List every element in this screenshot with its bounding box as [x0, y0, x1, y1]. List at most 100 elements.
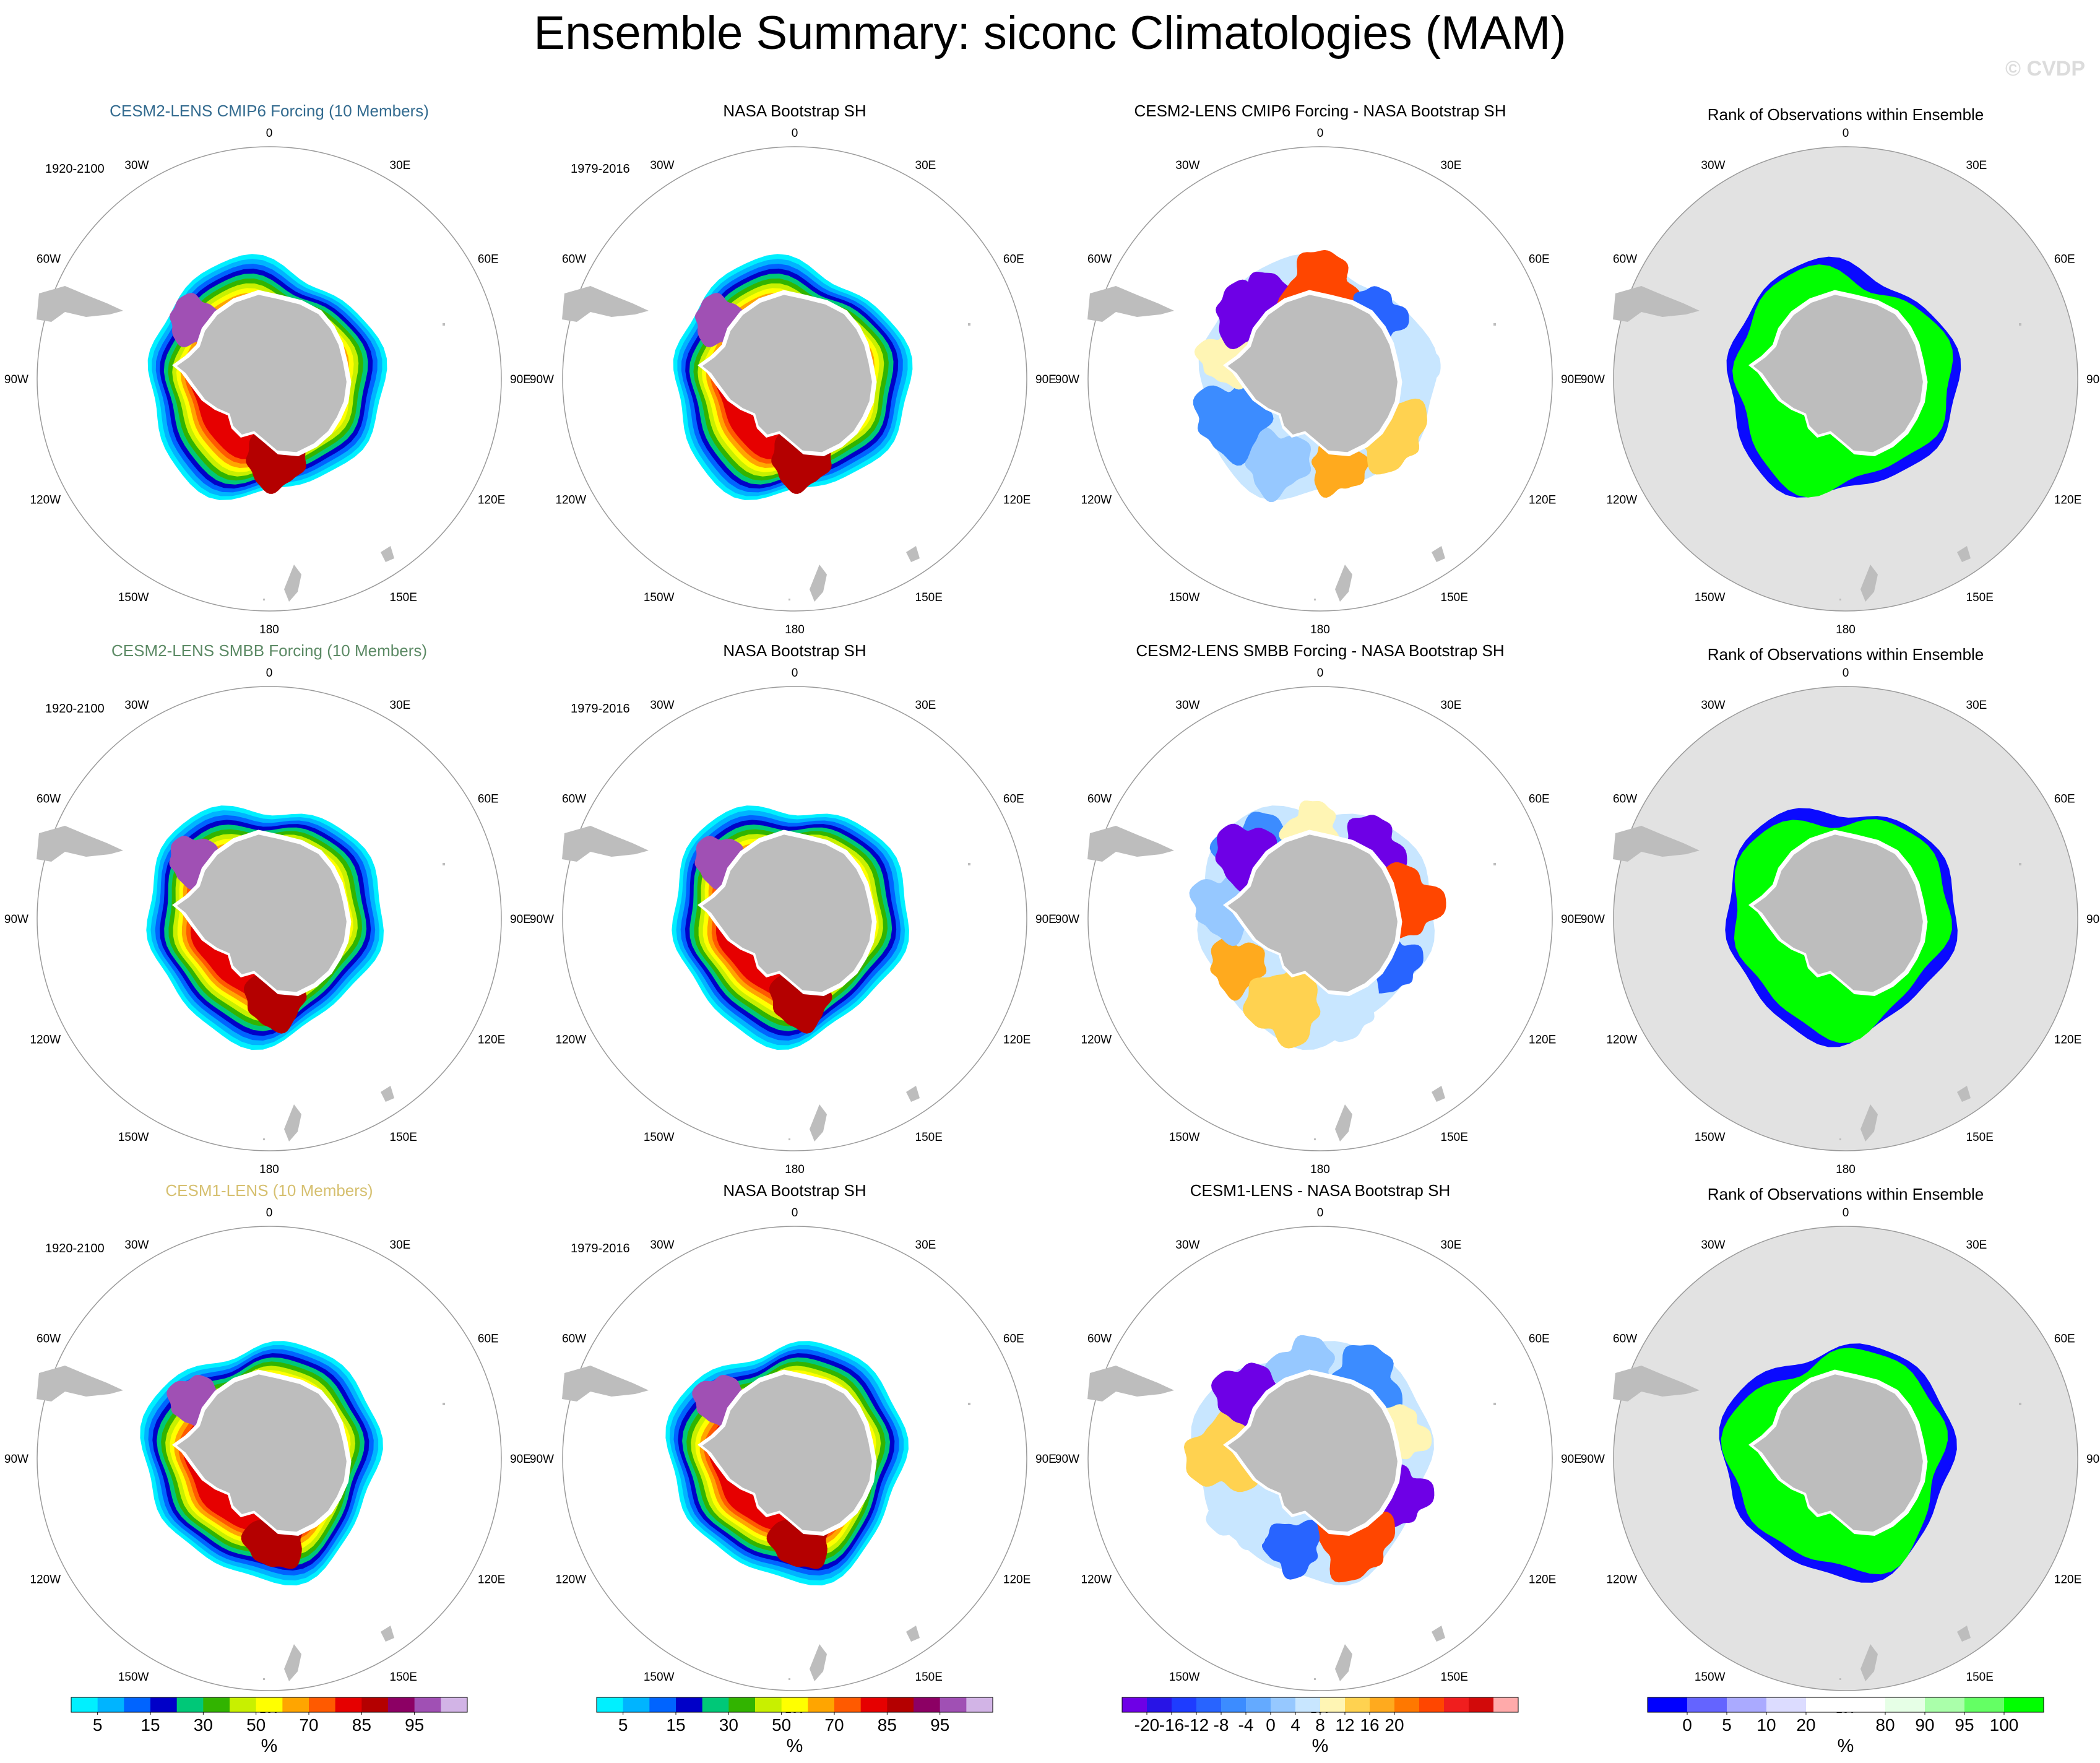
island-land	[789, 1678, 790, 1680]
lon-label: 150W	[644, 591, 675, 604]
colorbar-box	[71, 1697, 98, 1712]
lon-label: 150E	[390, 1131, 417, 1144]
map-panel-3-1: CESM1-LENS (10 Members) 1920-2100 0 30E 60E 9…	[4, 1181, 531, 1716]
colorbar-box	[361, 1697, 389, 1712]
lon-label: 90W	[530, 373, 554, 386]
lon-label: 120E	[2054, 494, 2081, 507]
lon-label: 120E	[2054, 1034, 2081, 1047]
island-land	[1493, 1403, 1496, 1405]
lon-label: 30W	[650, 699, 674, 712]
lon-label: 30E	[915, 159, 936, 172]
colorbar-box	[282, 1697, 309, 1712]
colorbar-unit: %	[261, 1736, 278, 1756]
colorbar-box	[1320, 1697, 1346, 1712]
colorbar-box	[781, 1697, 808, 1712]
lon-label: 90W	[1581, 1453, 1605, 1466]
panel-title: Rank of Observations within Ensemble	[1708, 645, 1984, 664]
lon-label: 0	[792, 667, 798, 680]
lon-label: 30W	[650, 159, 674, 172]
island-land	[443, 863, 445, 865]
panel-period: 1979-2016	[571, 162, 630, 176]
colorbar-box	[1221, 1697, 1247, 1712]
panel-period: 1920-2100	[45, 162, 105, 176]
colorbar-box	[1469, 1697, 1494, 1712]
colorbar-box	[966, 1697, 993, 1712]
south-america-land	[562, 826, 649, 862]
new-zealand-land	[810, 565, 827, 602]
antarctica-land	[702, 295, 872, 453]
lon-label: 60W	[1613, 793, 1637, 806]
island-land	[1432, 1086, 1445, 1102]
colorbar-box	[1925, 1697, 1965, 1712]
lon-label: 30E	[390, 159, 411, 172]
lon-label: 0	[1843, 127, 1849, 140]
lon-label: 180	[259, 623, 279, 636]
colorbar-label: 95	[1955, 1715, 1974, 1735]
lon-label: 150E	[1966, 591, 1994, 604]
new-zealand-land	[1335, 1644, 1352, 1681]
lon-label: 120E	[2054, 1574, 2081, 1587]
lon-label: 120W	[30, 494, 61, 507]
lon-label: 120W	[30, 1034, 61, 1047]
colorbar-label: 90	[1915, 1715, 1934, 1735]
colorbar-frame	[71, 1697, 468, 1713]
lon-label: 90E	[1035, 913, 1056, 926]
lon-label: 60E	[1003, 1333, 1024, 1346]
difference-anomaly	[1193, 383, 1274, 466]
colorbar-box	[702, 1697, 729, 1712]
new-zealand-land	[810, 1104, 827, 1141]
island-land	[1493, 863, 1496, 865]
new-zealand-land	[810, 1644, 827, 1681]
island-land	[789, 599, 790, 600]
lon-label: 150E	[390, 591, 417, 604]
lon-label: 150W	[1695, 1131, 1726, 1144]
south-america-land	[562, 1366, 649, 1401]
difference-anomaly	[1242, 963, 1321, 1049]
panel-title: Rank of Observations within Ensemble	[1708, 105, 1984, 124]
colorbar-box	[1122, 1697, 1147, 1712]
colorbar-label: 20	[1796, 1715, 1815, 1735]
colorbar-box	[309, 1697, 336, 1712]
colorbar-box	[1147, 1697, 1172, 1712]
lon-label: 30W	[1701, 1239, 1725, 1252]
island-land	[381, 546, 394, 562]
main-title: Ensemble Summary: siconc Climatologies (…	[534, 7, 1566, 59]
lon-label: 90E	[2086, 913, 2100, 926]
colorbar-label: 12	[1335, 1715, 1354, 1735]
lon-label: 150W	[118, 1131, 149, 1144]
panel-period: 1920-2100	[45, 1242, 105, 1255]
lon-label: 90E	[510, 913, 531, 926]
lon-label: 120W	[1606, 1034, 1637, 1047]
lon-label: 90W	[4, 1453, 28, 1466]
lon-label: 30E	[915, 1239, 936, 1252]
map-panel-2-3: CESM2-LENS SMBB Forcing - NASA Bootstrap…	[1055, 641, 1582, 1176]
lon-label: 60W	[37, 253, 61, 266]
lon-label: 90E	[2086, 373, 2100, 386]
lon-label: 150E	[390, 1671, 417, 1684]
lon-label: 30W	[1701, 159, 1725, 172]
lon-label: 30W	[124, 159, 149, 172]
colorbar-label: 4	[1290, 1715, 1300, 1735]
colorbar-box	[914, 1697, 941, 1712]
colorbar-box	[1246, 1697, 1271, 1712]
lon-label: 120E	[478, 494, 505, 507]
lon-label: 90W	[1055, 913, 1079, 926]
island-land	[1839, 599, 1841, 600]
colorbar-label: -8	[1214, 1715, 1229, 1735]
lon-label: 60W	[1087, 1333, 1112, 1346]
south-america-land	[1087, 1366, 1174, 1401]
lon-label: 30E	[1966, 699, 1987, 712]
island-land	[1314, 1678, 1316, 1680]
lon-label: 60W	[1613, 1333, 1637, 1346]
colorbar-frame	[1647, 1697, 2044, 1713]
colorbar-box	[623, 1697, 650, 1712]
lon-label: 120E	[478, 1574, 505, 1587]
colorbar-box	[1964, 1697, 2005, 1712]
colorbar-label: 0	[1682, 1715, 1692, 1735]
south-america-land	[1613, 286, 1700, 322]
colorbar-box	[388, 1697, 415, 1712]
island-land	[263, 599, 265, 600]
difference-anomaly	[1183, 1407, 1261, 1492]
colorbar-box	[1370, 1697, 1395, 1712]
antarctica-land	[1753, 834, 1923, 992]
